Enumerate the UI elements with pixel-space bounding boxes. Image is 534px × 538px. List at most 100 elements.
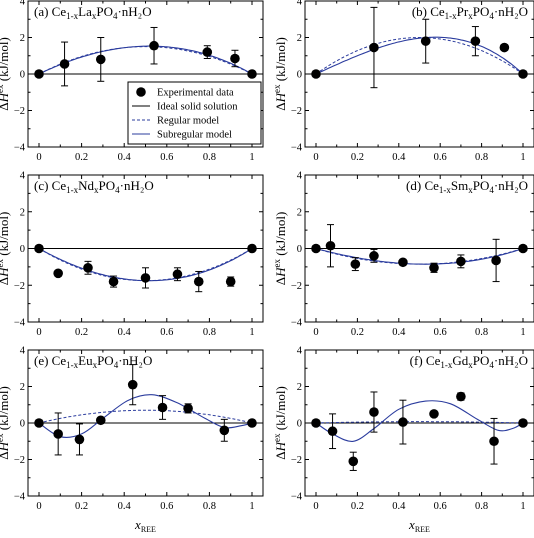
x-tick-label: 0.8 [475, 501, 488, 512]
panel-title: (c) Ce1-xNdxPO4·nH₂O [34, 178, 154, 195]
x-tick-label: 0.2 [351, 327, 364, 338]
ylabel-unit: (kJ/mol) [0, 37, 11, 84]
title-sub: 1-x [66, 11, 78, 21]
x-tick-label: 0.8 [475, 327, 488, 338]
panel-a: −4 −2 0 2 4 0 0.2 0.4 0.6 0.8 1 ΔHex (kJ/mol) (a) Ce… [0, 0, 264, 163]
data-point [311, 243, 321, 254]
data-point [369, 42, 379, 53]
data-point [172, 269, 183, 280]
legend-regular: Regular model [157, 116, 219, 127]
ylabel-delta: Δ [0, 102, 11, 110]
title-end: ·nH₂O [494, 353, 528, 368]
panel-title: (a) Ce1-xLaxPO4·nH₂O [34, 4, 152, 21]
y-tick-label: 2 [297, 382, 302, 393]
y-tick-label: 0 [297, 419, 302, 430]
ylabel-unit: (kJ/mol) [273, 212, 288, 259]
data-point [311, 69, 321, 79]
data-point [83, 262, 93, 273]
x-tick-label: 0.4 [392, 327, 406, 338]
data-point [95, 54, 106, 65]
data-point [369, 251, 379, 261]
ylabel-delta: Δ [0, 451, 11, 459]
data-point [348, 456, 359, 467]
title-element: Gd [452, 353, 468, 368]
data-point [311, 418, 321, 428]
x-axis-label: xREE [134, 517, 156, 534]
ylabel-sup: ex [272, 433, 282, 442]
y-tick-label: 0 [20, 419, 25, 430]
y-tick-label: −4 [14, 318, 26, 329]
title-po: PO [99, 178, 116, 193]
legend-box [127, 81, 262, 145]
legend-subregular: Subregular model [157, 130, 232, 141]
panel-b: −4 −2 0 2 4 0 0.2 0.4 0.6 0.8 1 ΔHex (kJ/mol) (b) Ce… [272, 0, 534, 163]
regular-model-line [315, 37, 524, 75]
y-tick-label: −4 [14, 143, 26, 154]
y-tick-label: 4 [297, 346, 303, 357]
x-tick-label: 0.2 [75, 152, 88, 163]
y-axis-label: ΔHex (kJ/mol) [0, 37, 11, 111]
data-point [53, 268, 63, 279]
title-sub-x: x [94, 185, 99, 195]
title-sub-4: 4 [115, 185, 120, 195]
regular-model-line [38, 409, 253, 424]
panel-title: (e) Ce1-xEuxPO4·nH₂O [34, 353, 152, 370]
x-tick-label: 0.6 [434, 152, 447, 163]
data-point [202, 47, 213, 57]
data-point [34, 243, 44, 254]
data-point [230, 53, 240, 64]
title-pre: (e) Ce [34, 353, 66, 368]
y-tick-label: 4 [20, 346, 26, 357]
x-tick-label: 0.4 [118, 152, 132, 163]
x-tick-label: 0.4 [392, 501, 406, 512]
title-sub: 1-x [439, 185, 451, 195]
ylabel-delta: Δ [273, 277, 288, 285]
title-element: Sm [451, 178, 468, 193]
legend-marker [136, 87, 146, 97]
subregular-model-line [315, 36, 524, 75]
x-tick-label: 0.8 [203, 152, 216, 163]
x-tick-label: 0 [313, 327, 318, 338]
title-po: PO [473, 178, 490, 193]
ylabel-h: H [273, 441, 288, 452]
y-tick-label: 0 [297, 244, 302, 255]
data-point [518, 243, 528, 254]
data-point [491, 255, 501, 266]
title-sub-4: 4 [489, 360, 494, 370]
title-element: Eu [78, 353, 93, 368]
title-sub-x: x [468, 185, 473, 195]
y-tick-label: −2 [14, 106, 25, 117]
y-tick-label: −4 [291, 143, 303, 154]
y-tick-label: −2 [291, 455, 302, 466]
x-tick-label: 0.4 [118, 501, 132, 512]
y-tick-label: −4 [14, 492, 26, 503]
ylabel-h: H [0, 92, 11, 103]
title-element: Nd [78, 178, 94, 193]
title-sub-4: 4 [113, 11, 118, 21]
data-point [456, 391, 466, 402]
title-pre: (d) Ce [406, 178, 439, 193]
title-po: PO [96, 4, 113, 19]
x-tick-label: 0.8 [475, 152, 488, 163]
data-point [247, 243, 257, 254]
x-tick-label: 1 [249, 501, 254, 512]
data-point [193, 276, 204, 287]
title-sub-x: x [93, 360, 98, 370]
title-pre: (b) Ce [412, 4, 445, 19]
x-tick-label: 0.6 [160, 327, 173, 338]
legend-ideal: Ideal solid solution [157, 102, 238, 113]
panel-d: −4 −2 0 2 4 0 0.2 0.4 0.6 0.8 1 ΔHex (kJ/mol) (d) Ce… [272, 171, 534, 338]
subregular-model-line [315, 400, 524, 442]
y-axis-label: ΔHex (kJ/mol) [272, 212, 288, 286]
x-tick-label: 0 [313, 152, 318, 163]
data-point [327, 426, 338, 437]
title-sub-x: x [468, 11, 473, 21]
xlabel-sub: REE [141, 525, 156, 534]
regular-model-line [315, 421, 524, 424]
data-point [157, 402, 168, 413]
title-sub: 1-x [66, 185, 78, 195]
y-tick-label: −2 [14, 455, 25, 466]
title-po: PO [473, 353, 490, 368]
title-end: ·nH₂O [120, 178, 154, 193]
subregular-model-line [38, 45, 253, 75]
